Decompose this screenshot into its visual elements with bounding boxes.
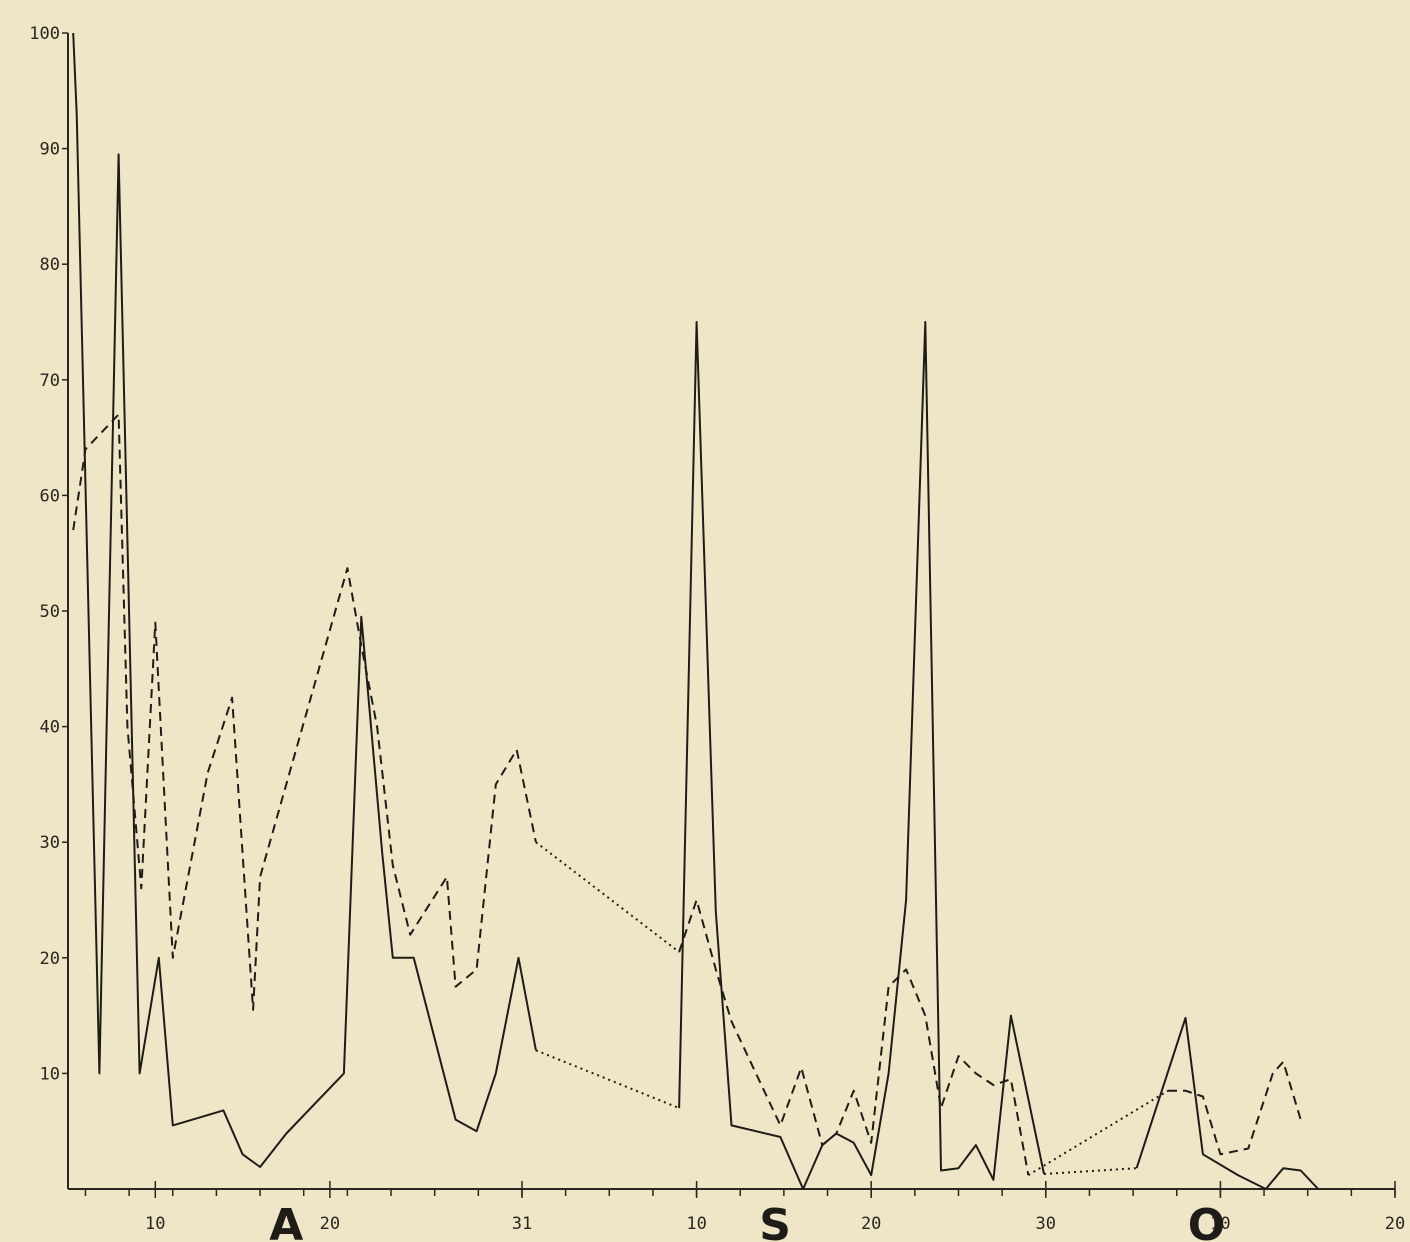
series-dashed [72, 413, 1302, 1176]
axes [67, 33, 1395, 1190]
x-tick-label: 20 [861, 1214, 881, 1234]
month-label-a: A [269, 1200, 303, 1242]
series-dashed-segment [1168, 1060, 1302, 1156]
series-solid-gap-link [535, 1049, 680, 1110]
series-dashed-segment [678, 899, 1030, 1176]
series-solid-segment [1135, 1016, 1319, 1190]
y-tick-label: 90 [40, 140, 60, 160]
x-tick-label: 10 [1210, 1214, 1230, 1234]
x-tick-label: 10 [145, 1214, 165, 1234]
series-solid-gap-link [1043, 1167, 1137, 1175]
month-label-s: S [759, 1200, 791, 1242]
x-tick-label: 10 [686, 1214, 706, 1234]
x-axis-ticks: 10 20 31 10 20 30 10 20 [84, 1181, 1405, 1234]
y-tick-label: 40 [40, 718, 60, 738]
y-tick-label: 100 [29, 24, 60, 44]
y-tick-label: 60 [40, 486, 60, 506]
x-tick-label: 31 [512, 1214, 532, 1234]
x-tick-label: 30 [1036, 1214, 1056, 1234]
y-tick-label: 80 [40, 255, 60, 275]
y-tick-label: 10 [40, 1064, 60, 1084]
series-layer [72, 32, 1319, 1190]
y-axis-ticks: 10 20 30 40 50 60 70 80 90 100 [29, 24, 68, 1084]
x-tick-label: 20 [320, 1214, 340, 1234]
x-tick-label: 20 [1385, 1214, 1405, 1234]
series-dashed-gap-link [535, 841, 680, 953]
y-tick-label: 20 [40, 949, 60, 969]
y-tick-label: 50 [40, 602, 60, 622]
series-dashed-segment [72, 413, 537, 1011]
series-solid-segment [72, 32, 537, 1168]
y-tick-label: 70 [40, 371, 60, 391]
month-label-o: O [1188, 1200, 1225, 1242]
series-solid [72, 32, 1319, 1190]
y-tick-label: 30 [40, 833, 60, 853]
series-solid-segment [678, 321, 1045, 1190]
